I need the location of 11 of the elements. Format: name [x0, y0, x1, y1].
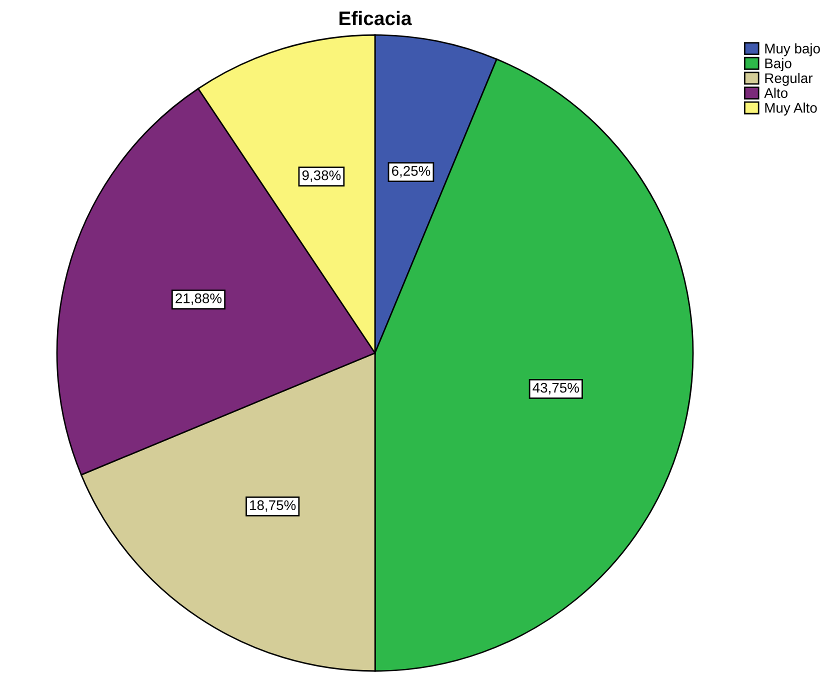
- data-label: 43,75%: [532, 382, 579, 394]
- data-label: 21,88%: [176, 293, 222, 305]
- data-label: 9,38%: [302, 170, 341, 182]
- data-label: 18,75%: [250, 500, 296, 512]
- data-label: 6,25%: [392, 166, 430, 178]
- legend-label: Alto: [764, 88, 788, 98]
- legend-label: Muy Alto: [765, 102, 817, 116]
- legend-label: Muy bajo: [765, 43, 820, 56]
- legend-label: Regular: [765, 72, 813, 86]
- chart-title: Eficacia: [340, 10, 412, 26]
- legend-label: Bajo: [765, 58, 792, 72]
